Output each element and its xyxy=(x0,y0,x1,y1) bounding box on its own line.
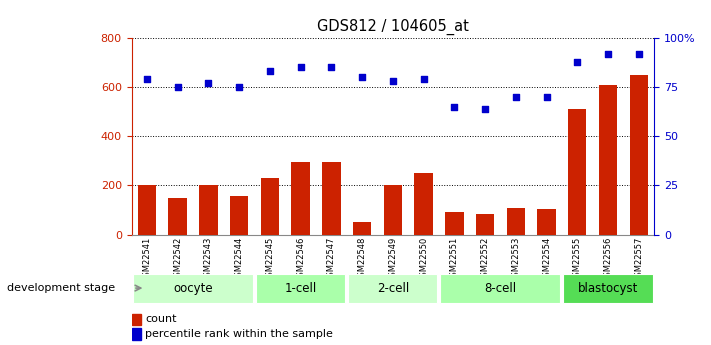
Bar xyxy=(230,197,248,235)
Bar xyxy=(415,173,433,235)
Bar xyxy=(256,274,345,303)
Bar xyxy=(138,186,156,235)
Text: GSM22545: GSM22545 xyxy=(265,236,274,282)
Text: GSM22555: GSM22555 xyxy=(573,236,582,282)
Point xyxy=(233,85,245,90)
Bar xyxy=(261,178,279,235)
Text: GSM22544: GSM22544 xyxy=(235,236,244,282)
Point xyxy=(541,94,552,100)
Point xyxy=(633,51,644,57)
Point xyxy=(602,51,614,57)
Point xyxy=(356,75,368,80)
Text: blastocyst: blastocyst xyxy=(578,282,638,295)
Point xyxy=(264,69,276,74)
Bar xyxy=(292,162,310,235)
Text: development stage: development stage xyxy=(7,283,115,293)
Bar xyxy=(348,274,437,303)
Bar xyxy=(353,222,371,235)
Text: percentile rank within the sample: percentile rank within the sample xyxy=(145,329,333,339)
Bar xyxy=(441,274,560,303)
Text: oocyte: oocyte xyxy=(173,282,213,295)
Point xyxy=(203,80,214,86)
Text: GSM22551: GSM22551 xyxy=(450,236,459,282)
Point xyxy=(510,94,521,100)
Bar xyxy=(132,314,141,325)
Bar xyxy=(384,186,402,235)
Text: GSM22547: GSM22547 xyxy=(327,236,336,282)
Bar xyxy=(629,75,648,235)
Text: GSM22550: GSM22550 xyxy=(419,236,428,282)
Point xyxy=(141,77,153,82)
Bar xyxy=(538,209,556,235)
Text: count: count xyxy=(145,314,176,324)
Text: GSM22553: GSM22553 xyxy=(511,236,520,282)
Bar xyxy=(445,213,464,235)
Text: GSM22554: GSM22554 xyxy=(542,236,551,282)
Bar xyxy=(476,214,494,235)
Point xyxy=(387,78,399,84)
Text: 2-cell: 2-cell xyxy=(377,282,409,295)
Bar xyxy=(169,198,187,235)
Text: GSM22543: GSM22543 xyxy=(204,236,213,282)
Bar xyxy=(199,186,218,235)
Bar xyxy=(132,328,141,340)
Bar xyxy=(133,274,253,303)
Title: GDS812 / 104605_at: GDS812 / 104605_at xyxy=(317,19,469,35)
Point xyxy=(295,65,306,70)
Text: 8-cell: 8-cell xyxy=(484,282,516,295)
Point xyxy=(479,106,491,111)
Bar xyxy=(568,109,587,235)
Bar xyxy=(322,162,341,235)
Bar xyxy=(506,208,525,235)
Point xyxy=(326,65,337,70)
Point xyxy=(572,59,583,64)
Text: GSM22557: GSM22557 xyxy=(634,236,643,282)
Text: GSM22546: GSM22546 xyxy=(296,236,305,282)
Text: GSM22548: GSM22548 xyxy=(358,236,367,282)
Point xyxy=(172,85,183,90)
Text: GSM22552: GSM22552 xyxy=(481,236,490,282)
Point xyxy=(449,104,460,110)
Text: GSM22556: GSM22556 xyxy=(604,236,612,282)
Text: GSM22541: GSM22541 xyxy=(142,236,151,282)
Text: GSM22542: GSM22542 xyxy=(173,236,182,282)
Text: 1-cell: 1-cell xyxy=(284,282,316,295)
Bar xyxy=(563,274,653,303)
Bar xyxy=(599,85,617,235)
Point xyxy=(418,77,429,82)
Text: GSM22549: GSM22549 xyxy=(388,236,397,282)
